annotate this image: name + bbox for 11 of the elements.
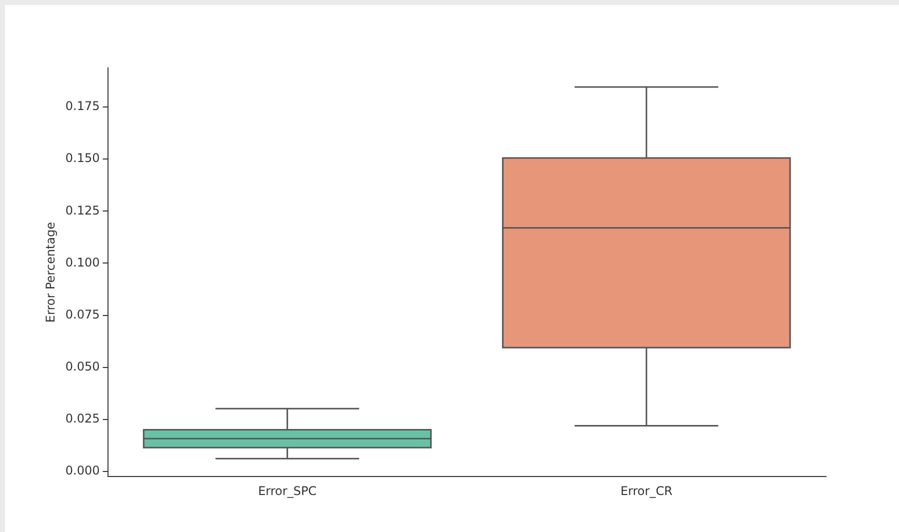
y-tick-label: 0.125 (65, 203, 100, 218)
y-axis-title: Error Percentage (43, 222, 58, 323)
x-tick-label: Error_SPC (258, 484, 317, 498)
y-tick-label: 0.000 (65, 464, 100, 478)
x-tick-label: Error_CR (620, 484, 672, 498)
y-tick-label: 0.050 (65, 360, 100, 374)
y-tick-label: 0.175 (65, 99, 100, 114)
y-tick-label: 0.025 (65, 412, 100, 426)
y-tick-label: 0.150 (65, 151, 100, 166)
y-tick-label: 0.100 (65, 255, 100, 270)
y-tick-label: 0.075 (65, 307, 100, 322)
